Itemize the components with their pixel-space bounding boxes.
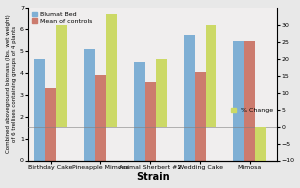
Bar xyxy=(244,41,255,161)
Bar xyxy=(34,59,45,161)
Bar xyxy=(233,41,244,161)
Bar xyxy=(206,25,217,127)
Bar xyxy=(195,72,206,161)
Y-axis label: Combined aboveground biomass (lbs. wet weight)
of 6 trellises containing groups : Combined aboveground biomass (lbs. wet w… xyxy=(6,15,17,153)
Legend: % Change: % Change xyxy=(230,107,274,114)
Bar xyxy=(134,62,145,161)
Legend: Blumat Bed, Mean of controls: Blumat Bed, Mean of controls xyxy=(31,11,94,25)
Bar xyxy=(56,25,67,127)
Bar xyxy=(255,127,266,161)
Bar xyxy=(145,82,156,161)
Bar xyxy=(106,14,117,127)
Bar xyxy=(156,58,167,127)
Bar xyxy=(45,88,56,161)
Bar xyxy=(84,49,95,161)
X-axis label: Strain: Strain xyxy=(136,172,170,182)
Bar xyxy=(95,75,106,161)
Bar xyxy=(184,35,195,161)
